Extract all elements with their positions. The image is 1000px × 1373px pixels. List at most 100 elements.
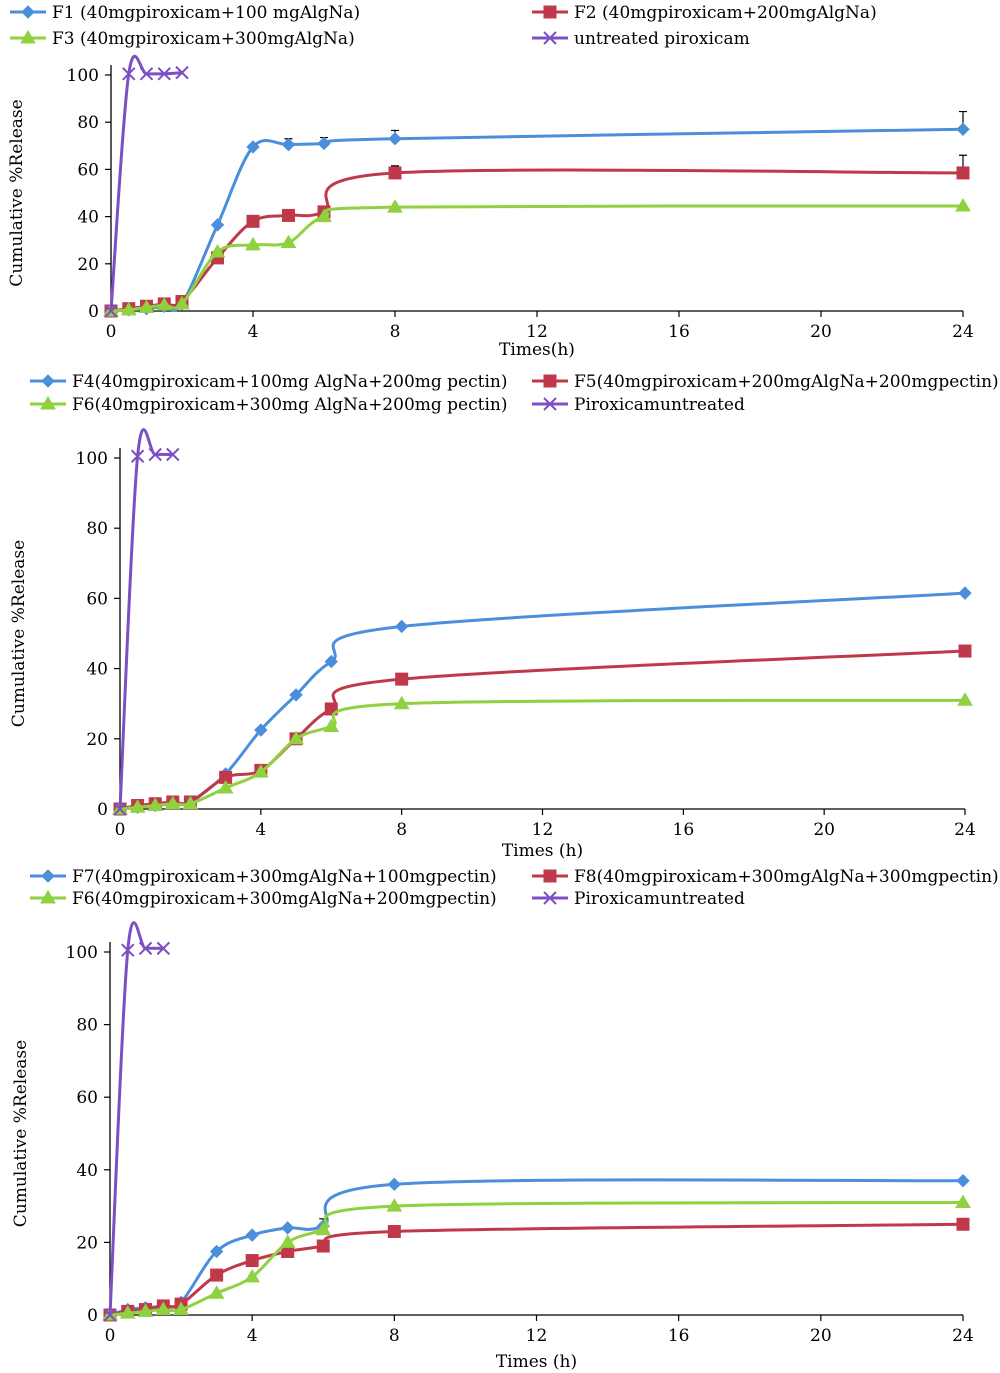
x-tick-label: 4 xyxy=(247,1326,258,1346)
series-line xyxy=(108,921,164,1316)
x-tick-label: 12 xyxy=(526,1326,548,1346)
series-4 xyxy=(104,54,189,318)
data-point xyxy=(956,122,970,136)
data-point xyxy=(956,1173,970,1188)
legend-entry: F5(40mgpiroxicam+200mgAlgNa+200mgpectin) xyxy=(532,372,999,392)
x-axis-title: Times (h) xyxy=(496,1352,577,1372)
data-point xyxy=(129,799,146,813)
data-point xyxy=(956,1217,970,1231)
series-line xyxy=(119,698,966,811)
legend-entry: F6(40mgpiroxicam+300mg AlgNa+200mg pecti… xyxy=(30,395,507,415)
legend-entry: F3 (40mgpiroxicam+300mgAlgNa) xyxy=(10,29,355,49)
chart-panel-1: 0 4 8 12 16 20 24 0 20 40 60 80 100 Cumulative %Relea… xyxy=(7,3,974,360)
x-tick-label: 24 xyxy=(952,1326,974,1346)
data-point xyxy=(148,447,162,462)
data-point xyxy=(119,1305,136,1319)
legend-label: F6(40mgpiroxicam+300mg AlgNa+200mg pecti… xyxy=(72,395,507,415)
legend-entry: Piroxicamuntreated xyxy=(532,395,745,415)
data-point xyxy=(316,1239,330,1253)
data-point xyxy=(289,688,303,702)
legend-label: Piroxicamuntreated xyxy=(574,395,745,415)
x-tick-label: 24 xyxy=(954,820,976,840)
legend-label: F8(40mgpiroxicam+300mgAlgNa+300mgpectin) xyxy=(574,867,999,887)
x-tick-label: 16 xyxy=(668,322,690,342)
y-tick-label: 80 xyxy=(77,113,99,133)
legend-swatch-marker xyxy=(21,5,35,19)
data-point xyxy=(173,1301,189,1316)
series-3 xyxy=(112,692,973,815)
data-point xyxy=(156,941,171,956)
series-2 xyxy=(103,1217,970,1322)
legend-swatch-marker xyxy=(543,891,557,905)
data-point xyxy=(210,218,225,232)
data-point xyxy=(280,234,297,249)
data-point xyxy=(323,718,340,733)
legend-label: F7(40mgpiroxicam+300mgAlgNa+100mgpectin) xyxy=(72,867,497,887)
data-point xyxy=(281,1221,295,1235)
data-point xyxy=(164,795,181,810)
x-tick-label: 20 xyxy=(813,820,835,840)
data-point xyxy=(958,586,972,600)
data-point xyxy=(279,1234,296,1248)
data-point xyxy=(155,1301,172,1316)
series-3 xyxy=(102,1194,971,1321)
data-point xyxy=(120,301,137,316)
data-point xyxy=(246,140,260,154)
legend-entry: F6(40mgpiroxicam+300mgAlgNa+200mgpectin) xyxy=(30,889,497,909)
data-point xyxy=(182,795,199,810)
y-tick-label: 0 xyxy=(97,800,108,820)
data-point xyxy=(147,797,164,811)
data-point xyxy=(317,136,331,151)
x-tick-label: 12 xyxy=(526,322,548,342)
data-point xyxy=(388,132,402,146)
data-point xyxy=(395,672,409,686)
data-point xyxy=(138,299,155,313)
data-point xyxy=(958,644,972,658)
x-tick-label: 12 xyxy=(532,820,554,840)
x-tick-label: 24 xyxy=(952,322,974,342)
series-line xyxy=(109,1200,964,1317)
data-point xyxy=(282,208,295,222)
chart-panel-2: 0 4 8 12 16 20 24 0 20 40 60 80 100 Cumulative %Relea… xyxy=(9,372,999,861)
y-tick-label: 20 xyxy=(86,730,108,750)
series-line xyxy=(110,168,964,313)
data-point xyxy=(138,941,153,956)
chart-panel-3: 0 4 8 12 16 20 24 0 20 40 60 80 100 Cumulative %Relea… xyxy=(11,867,999,1372)
data-point xyxy=(281,137,296,152)
data-point xyxy=(104,304,118,318)
y-axis-title: Cumulative %Release xyxy=(7,99,27,286)
legend-label: untreated piroxicam xyxy=(574,29,750,49)
data-point xyxy=(246,214,260,228)
x-tick-label: 8 xyxy=(390,322,401,342)
legend-entry: F1 (40mgpiroxicam+100 mgAlgNa) xyxy=(10,3,360,23)
y-tick-label: 80 xyxy=(86,519,108,539)
y-tick-label: 60 xyxy=(86,589,108,609)
data-point xyxy=(955,197,971,212)
x-tick-label: 4 xyxy=(248,322,259,342)
legend-label: F1 (40mgpiroxicam+100 mgAlgNa) xyxy=(52,3,360,23)
series-line xyxy=(109,54,183,312)
data-point xyxy=(393,695,410,710)
data-point xyxy=(156,297,173,311)
series-4 xyxy=(103,921,171,1322)
data-point xyxy=(245,1228,259,1242)
y-tick-label: 40 xyxy=(76,1161,98,1181)
data-point xyxy=(956,166,970,180)
y-tick-label: 20 xyxy=(76,1233,98,1253)
legend-swatch-marker xyxy=(543,397,557,411)
data-point xyxy=(315,1221,332,1236)
data-point xyxy=(121,943,135,957)
data-point xyxy=(387,1225,401,1239)
legend-label: F6(40mgpiroxicam+300mgAlgNa+200mgpectin) xyxy=(72,889,497,909)
data-point xyxy=(174,295,190,310)
legend-swatch-marker xyxy=(40,396,56,410)
legend-swatch-marker xyxy=(543,5,557,19)
x-tick-label: 20 xyxy=(810,322,832,342)
series-4 xyxy=(113,428,180,816)
y-axis-title: Cumulative %Release xyxy=(11,1040,31,1227)
data-point xyxy=(210,1268,224,1282)
data-point xyxy=(157,67,171,81)
data-point xyxy=(324,654,338,669)
